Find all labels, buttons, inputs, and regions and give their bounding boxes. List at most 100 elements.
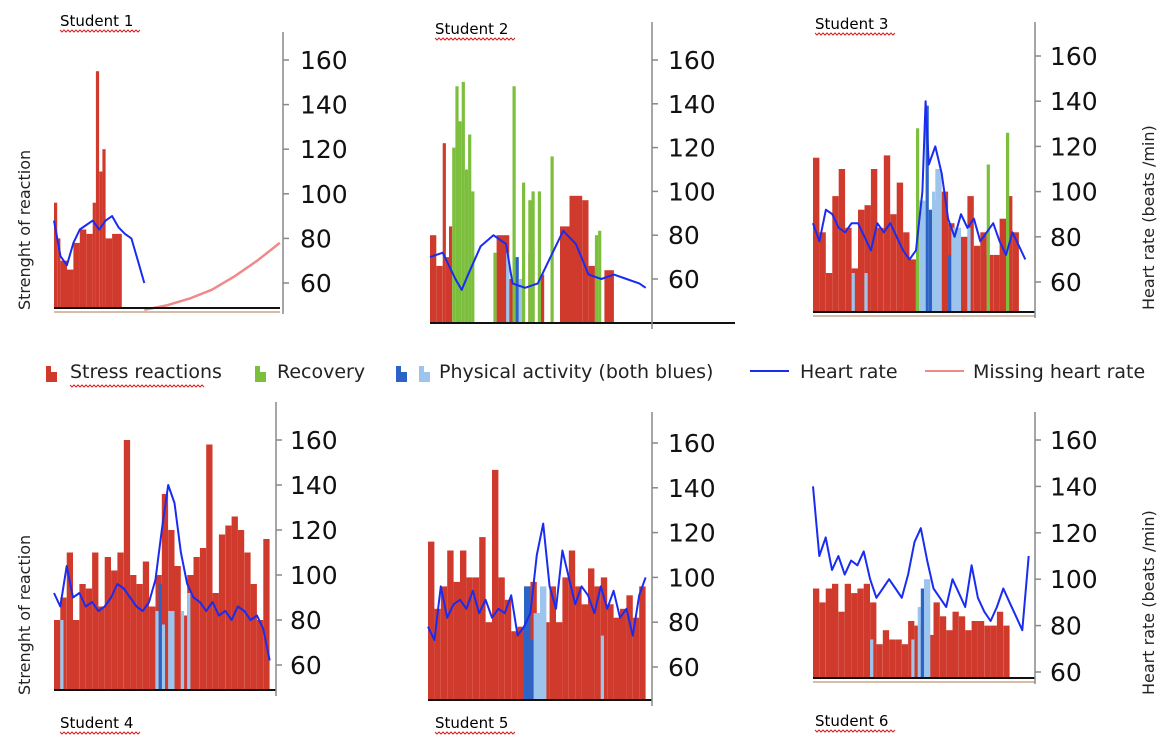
bar-stress-reactions [434, 608, 441, 700]
legend-recovery-swatch [255, 366, 260, 382]
bar-stress-reactions [973, 245, 981, 312]
legend-missing-heart-rate-label: Missing heart rate [973, 361, 1145, 383]
bar-stress-reactions [225, 525, 232, 690]
missing-heart-rate-line [144, 241, 281, 312]
bar-stress-reactions [588, 568, 595, 700]
y-tick-label: 60 [1050, 268, 1082, 297]
bar-stress-reactions [575, 586, 582, 700]
y-tick-label: 60 [668, 265, 700, 294]
bar-stress-reactions [620, 608, 627, 700]
bar-physical-activity-light [533, 613, 540, 700]
bar-recovery [464, 169, 469, 323]
heart-rate-line [429, 229, 647, 291]
bar-recovery [550, 156, 554, 323]
bar-physical-activity-light [600, 635, 604, 700]
bar-physical-activity-light [60, 620, 64, 690]
y-tick-label: 60 [290, 651, 322, 680]
bar-stress-reactions [492, 469, 499, 700]
bar-stress-reactions [257, 620, 264, 690]
legend-heart-rate-label: Heart rate [800, 361, 898, 383]
bar-stress-reactions [66, 269, 74, 308]
bar-stress-reactions [73, 620, 80, 690]
bar-stress-reactions [161, 494, 169, 690]
bar-stress-reactions [442, 143, 446, 323]
y-tick-label: 80 [668, 608, 700, 637]
bar-stress-reactions [560, 226, 570, 323]
bar-recovery [455, 86, 459, 323]
bar-stress-reactions [993, 254, 1000, 312]
bar-stress-reactions [174, 566, 181, 690]
chart-panel-5: 60 80 100 120 140 160 [427, 412, 716, 706]
bar-physical-activity-light [540, 586, 547, 700]
bar-recovery [471, 191, 475, 323]
bar-stress-reactions [958, 616, 966, 678]
bar-stress-reactions [111, 570, 118, 690]
y-tick-label: 140 [1050, 472, 1098, 501]
bar-stress-reactions [933, 602, 940, 678]
bar-stress-reactions [231, 516, 238, 690]
bar-stress-reactions [838, 169, 846, 312]
bar-stress-reactions [130, 575, 137, 690]
y-tick-label: 80 [668, 221, 700, 250]
bar-stress-reactions [588, 265, 595, 323]
bar-physical-activity-light [951, 227, 961, 312]
y-tick-label: 120 [1050, 132, 1098, 161]
bar-stress-reactions [882, 630, 890, 678]
heart-rate-line [53, 215, 146, 284]
bar-stress-reactions [858, 209, 865, 312]
legend-stress-swatch-small [51, 372, 57, 382]
y-tick-label: 140 [668, 474, 716, 503]
y-tick-label: 100 [668, 177, 716, 206]
bar-physical-activity-dark [515, 257, 519, 323]
bar-recovery [468, 134, 472, 323]
y-tick-label: 160 [290, 426, 338, 455]
bar-recovery [522, 182, 526, 323]
bar-stress-reactions [952, 611, 959, 678]
bar-stress-reactions [460, 550, 467, 700]
chart-panel-3: 60 80 100 120 140 160 [812, 22, 1098, 318]
bar-stress-reactions [883, 155, 891, 312]
bar-physical-activity-light [911, 639, 915, 678]
bar-stress-reactions [825, 273, 833, 312]
bar-stress-reactions [212, 593, 219, 690]
bar-stress-reactions [193, 557, 200, 690]
bar-physical-activity-light [180, 611, 185, 690]
bar-recovery [458, 121, 462, 323]
bar-recovery [531, 191, 535, 323]
legend-squiggle [69, 384, 205, 388]
bar-stress-reactions [569, 195, 583, 323]
bar-stress-reactions [895, 639, 902, 678]
bar-physical-activity-dark [948, 254, 952, 312]
y-label-right-bottom: Heart rate (beats /min) [1139, 510, 1158, 695]
bar-physical-activity-light [518, 279, 522, 323]
bar-stress-reactions [54, 202, 58, 308]
bar-stress-reactions [112, 233, 122, 308]
bar-recovery [594, 235, 599, 323]
bar-stress-reactions [903, 232, 910, 312]
bar-stress-reactions [149, 606, 156, 690]
chart-panel-6: 60 80 100 120 140 160 [812, 412, 1098, 687]
bar-physical-activity-dark [920, 588, 924, 678]
title-squiggle [434, 37, 516, 41]
bar-physical-activity-light [155, 611, 159, 690]
bar-stress-reactions [813, 588, 820, 678]
legend-stress-swatch [46, 366, 51, 382]
bar-recovery [452, 147, 456, 323]
y-tick-label: 160 [668, 46, 716, 75]
bar-stress-reactions [57, 238, 61, 308]
bar-stress-reactions [79, 229, 87, 308]
bar-stress-reactions [237, 530, 245, 690]
bar-stress-reactions [607, 604, 614, 700]
y-tick-label: 100 [1050, 178, 1098, 207]
panel-title-student-1: Student 1 [60, 12, 133, 30]
y-tick-label: 140 [1050, 87, 1098, 116]
bar-stress-reactions [876, 644, 883, 678]
bar-stress-reactions [549, 586, 556, 700]
bar-stress-reactions [556, 622, 563, 700]
y-tick-label: 80 [300, 224, 332, 253]
bar-stress-reactions [98, 606, 105, 690]
bar-stress-reactions [939, 616, 947, 678]
bar-stress-reactions [877, 227, 884, 312]
bar-stress-reactions [453, 581, 460, 700]
y-tick-label: 160 [1050, 426, 1098, 455]
